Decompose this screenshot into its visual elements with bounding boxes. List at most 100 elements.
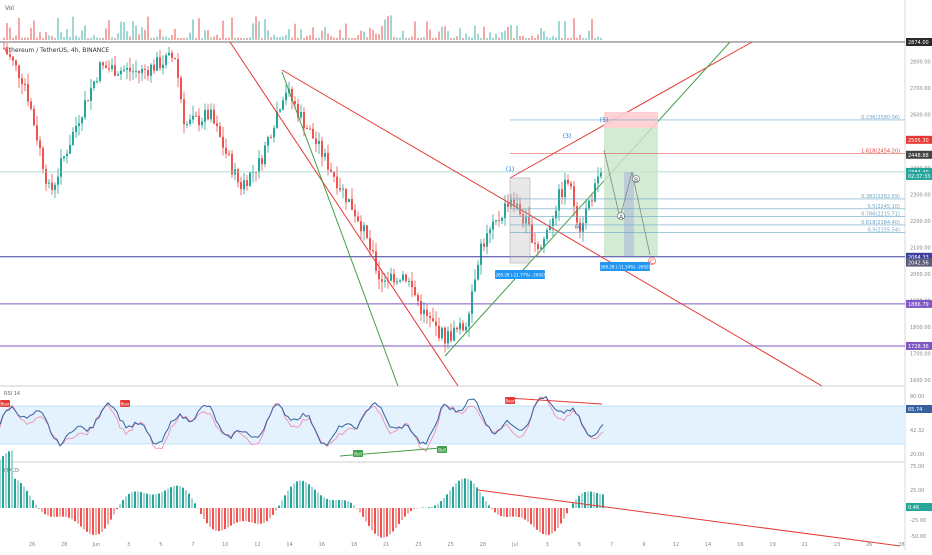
volume-bar <box>381 26 383 40</box>
candle-body <box>75 126 77 132</box>
volume-bar <box>324 27 326 40</box>
candle-body <box>39 141 41 149</box>
volume-bar <box>126 31 128 40</box>
macd-bar <box>254 508 256 523</box>
candle-body <box>270 137 272 138</box>
symbol-legend[interactable]: Ethereum / TetherUS, 4h, BINANCE <box>5 47 109 54</box>
wave-label[interactable]: (5) <box>600 117 609 124</box>
macd-bar <box>206 508 208 523</box>
volume-bar <box>183 38 185 40</box>
volume-bar <box>120 22 122 40</box>
volume-bar <box>336 38 338 40</box>
candle-body <box>411 281 413 287</box>
candle-body <box>336 177 338 188</box>
candle-body <box>273 128 275 138</box>
volume-bar <box>39 32 41 40</box>
macd-bar <box>176 486 178 508</box>
volume-bar <box>228 38 230 40</box>
volume-bar <box>366 37 368 40</box>
fib-level-label: 0.236(2580.06) <box>861 115 900 121</box>
volume-bar <box>45 32 47 40</box>
volume-bar <box>570 38 572 40</box>
wave-label[interactable]: (4) <box>575 224 584 231</box>
volume-bar <box>498 37 500 40</box>
time-tick: Jul <box>511 542 518 548</box>
macd-bar <box>311 487 313 508</box>
measure-label: -269.28 (-11.77%) -26928 <box>494 273 546 278</box>
macd-bar <box>428 507 430 508</box>
candle-body <box>504 203 506 218</box>
candle-body <box>81 117 83 123</box>
macd-bar <box>458 481 460 508</box>
macd-bar <box>527 508 529 522</box>
volume-bar <box>189 33 191 40</box>
macd-bar <box>257 508 259 524</box>
macd-bar <box>149 494 151 508</box>
fib-level-label: 0.618(2184.40) <box>861 220 900 226</box>
candle-body <box>69 145 71 154</box>
candle-body <box>96 81 98 82</box>
candle-body <box>66 154 68 157</box>
candle-body <box>435 322 437 326</box>
macd-bar <box>521 508 523 518</box>
macd-bar <box>443 498 445 508</box>
candle-body <box>384 281 386 282</box>
macd-bar <box>581 493 583 508</box>
macd-bar <box>410 508 412 511</box>
price-tick: 2700.00 <box>910 86 931 92</box>
macd-bar <box>155 494 157 508</box>
volume-bar <box>375 34 377 40</box>
candle-body <box>138 71 140 73</box>
volume-bar <box>327 33 329 40</box>
measure-box[interactable] <box>510 178 530 263</box>
volume-bar <box>477 34 479 40</box>
macd-bar <box>251 508 253 523</box>
candle-body <box>531 224 533 243</box>
volume-bar <box>201 38 203 40</box>
candle-body <box>420 301 422 314</box>
candle-body <box>570 183 572 186</box>
macd-bar <box>32 500 34 508</box>
candle-body <box>459 323 461 329</box>
macd-bar <box>239 508 241 522</box>
candle-body <box>219 126 221 137</box>
volume-bar <box>276 37 278 40</box>
wave-label[interactable]: B <box>634 177 638 184</box>
volume-bar <box>465 33 467 40</box>
wave-label[interactable]: (3) <box>563 133 572 140</box>
volume-bar <box>231 17 233 40</box>
volume-bar <box>303 38 305 40</box>
volume-bar <box>111 37 113 40</box>
time-tick: 23 <box>834 542 840 548</box>
macd-bar <box>479 492 481 508</box>
time-tick: 25 <box>447 542 453 548</box>
volume-bar <box>141 27 143 40</box>
candle-body <box>231 154 233 174</box>
macd-bar <box>35 505 37 508</box>
volume-bar <box>105 28 107 40</box>
volume-bar <box>48 35 50 40</box>
candle-body <box>429 316 431 318</box>
wave-label[interactable]: (1) <box>506 166 515 173</box>
macd-bar <box>38 508 40 509</box>
fib-level-label: 0.5(2155.54) <box>867 228 900 234</box>
volume-bar <box>222 21 224 40</box>
macd-bar <box>281 500 283 508</box>
macd-bar <box>404 508 406 517</box>
macd-bar <box>365 508 367 521</box>
macd-bar <box>302 481 304 508</box>
candle-body <box>258 158 260 172</box>
volume-bar <box>168 38 170 40</box>
volume-bar <box>213 37 215 40</box>
candle-body <box>333 172 335 177</box>
macd-bar <box>380 508 382 538</box>
candle-body <box>42 148 44 169</box>
macd-bar <box>431 507 433 508</box>
candle-body <box>372 250 374 251</box>
candle-body <box>153 65 155 71</box>
rsi-badge-text: Bear <box>505 399 515 404</box>
macd-bar <box>530 508 532 524</box>
macd-bar <box>290 487 292 508</box>
candle-body <box>54 185 56 190</box>
macd-bar <box>515 508 517 517</box>
